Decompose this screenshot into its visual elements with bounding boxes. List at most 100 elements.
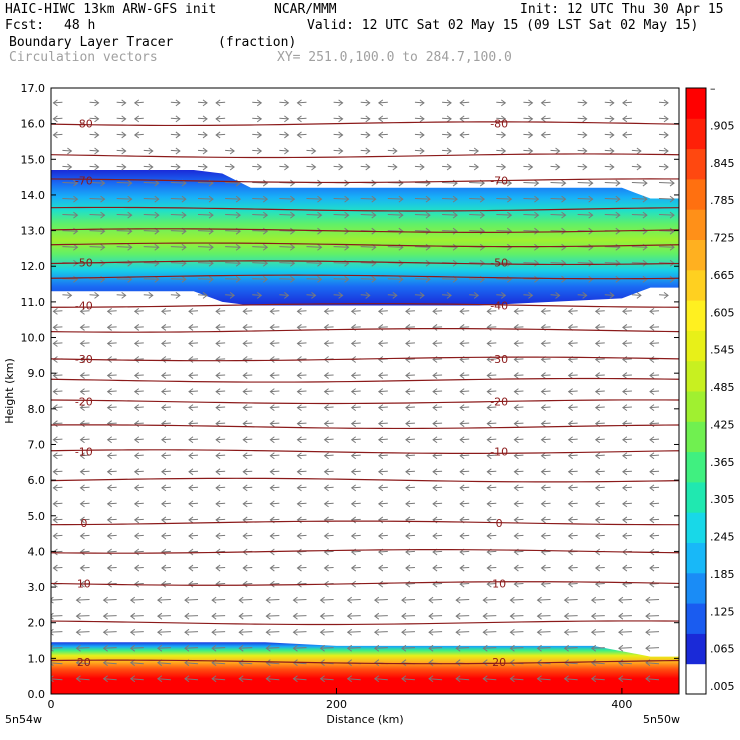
circulation-vector [243, 438, 253, 441]
circulation-vector-head [215, 340, 221, 347]
circulation-vector-head [622, 564, 628, 572]
circulation-vector [197, 165, 208, 168]
circulation-vector [134, 117, 144, 120]
circulation-vector [161, 390, 171, 393]
temperature-contour-line [51, 356, 679, 362]
colorbar-frame [685, 87, 707, 695]
circulation-vector-head [594, 340, 601, 347]
circulation-vector [161, 486, 171, 489]
circulation-vector-head [622, 388, 628, 395]
circulation-vector-head [398, 195, 404, 203]
circulation-vector [649, 310, 660, 312]
circulation-vector [523, 117, 533, 120]
circulation-vector [577, 117, 587, 120]
circulation-vector-head [127, 211, 133, 219]
circulation-vector [197, 101, 208, 104]
circulation-vector-head [344, 195, 350, 203]
forecast-label: Fcst: [5, 18, 45, 33]
circulation-vector [188, 326, 199, 328]
circulation-vector-head [184, 675, 190, 683]
circulation-vector-head [296, 452, 302, 460]
circulation-vector-head [127, 243, 133, 251]
circulation-vector-head [235, 195, 241, 203]
circulation-vector-head [296, 324, 302, 331]
circulation-vector [591, 647, 605, 649]
circulation-vector-head [106, 500, 112, 508]
circulation-vector [631, 181, 647, 184]
circulation-vector [188, 390, 199, 393]
circulation-vector [351, 550, 361, 553]
circulation-vector [279, 278, 295, 280]
lower-tracer-layer [51, 642, 679, 694]
colorbar-cell [686, 603, 706, 634]
circulation-vector-head [452, 211, 458, 219]
circulation-vector [433, 422, 443, 425]
circulation-vector-head [486, 564, 492, 572]
circulation-vector-head [161, 404, 167, 412]
circulation-vector [297, 374, 307, 377]
circulation-vector [442, 198, 458, 200]
circulation-vector [270, 406, 280, 409]
circulation-vector [405, 502, 415, 505]
colorbar-label: .665 [710, 269, 735, 282]
circulation-vector-head [669, 227, 675, 235]
circulation-vector [143, 181, 159, 184]
circulation-vector-head [256, 115, 263, 123]
circulation-vector [622, 358, 632, 361]
circulation-vector [216, 358, 226, 361]
circulation-vector [414, 117, 424, 120]
circulation-vector-head [188, 468, 194, 476]
circulation-vector [107, 502, 117, 505]
circulation-vector-head [536, 628, 542, 636]
circulation-vector-head [378, 420, 384, 428]
circulation-vector-head [378, 468, 384, 476]
circulation-vector-head [371, 275, 377, 283]
circulation-vector-head [501, 163, 507, 171]
circulation-vector-head [365, 131, 371, 139]
circulation-vector [595, 326, 605, 328]
colorbar-cell [686, 239, 706, 271]
circulation-vector-head [79, 516, 85, 524]
circulation-vector [577, 214, 593, 216]
circulation-vector-head [649, 324, 655, 331]
colorbar-label: .785 [710, 194, 735, 207]
circulation-vector [80, 406, 90, 409]
circulation-vector [550, 198, 566, 200]
circulation-vector-head [563, 644, 569, 652]
circulation-vector-head [133, 131, 140, 139]
circulation-vector-head [428, 612, 434, 620]
circulation-vector-head [405, 580, 411, 588]
circulation-vector-head [455, 675, 461, 683]
circulation-vector [378, 117, 388, 120]
circulation-vector [134, 326, 144, 328]
circulation-vector [378, 326, 388, 328]
circulation-vector [161, 358, 171, 361]
circulation-vector [649, 390, 660, 393]
circulation-vector [53, 454, 63, 457]
circulation-vector [134, 486, 144, 489]
circulation-vector-head [645, 612, 651, 620]
circulation-vector-head [486, 484, 492, 492]
circulation-vector-head [208, 275, 214, 283]
circulation-vector-head [482, 644, 488, 652]
circulation-vector-head [256, 131, 263, 139]
circulation-vector [645, 599, 660, 601]
colorbar-label: .245 [710, 531, 735, 544]
circulation-vector [460, 374, 470, 377]
circulation-vector [53, 342, 63, 344]
circulation-vector [80, 566, 90, 569]
circulation-vector [80, 342, 90, 344]
circulation-vector-head [106, 548, 112, 556]
circulation-vector [53, 117, 63, 120]
circulation-vector [568, 566, 578, 569]
circulation-vector-head [405, 388, 411, 395]
circulation-vector-head [188, 372, 194, 379]
circulation-vector-head [319, 596, 325, 604]
circulation-vector [510, 631, 524, 633]
circulation-vector-head [102, 612, 108, 620]
circulation-vector-head [649, 484, 655, 492]
circulation-vector-head [642, 275, 648, 283]
circulation-vector-head [636, 291, 642, 299]
circulation-vector [297, 438, 307, 441]
circulation-vector-head [284, 291, 290, 299]
